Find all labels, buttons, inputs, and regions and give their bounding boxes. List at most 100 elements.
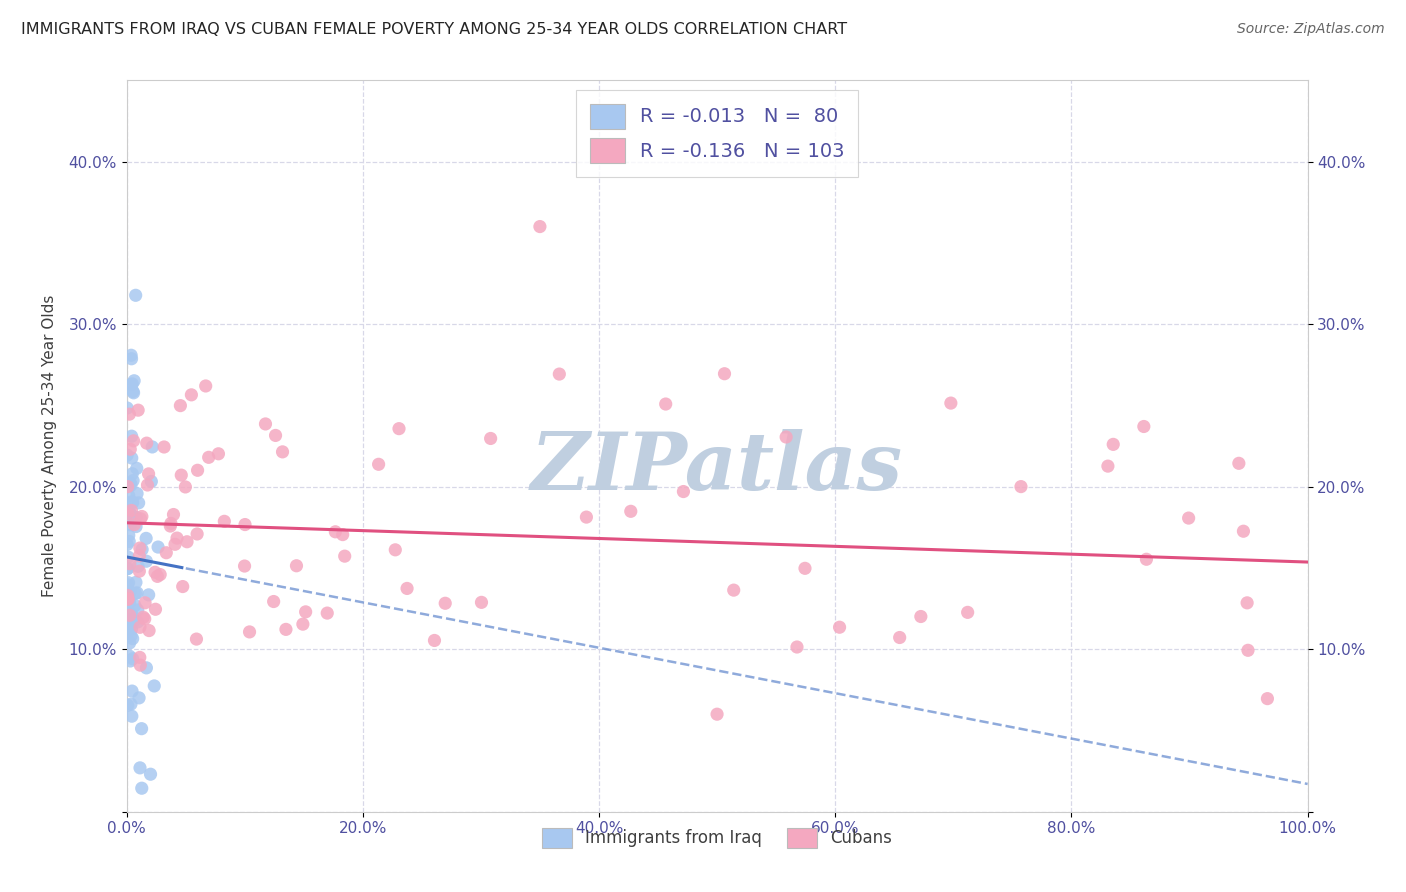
Point: [118, 584, 141, 599]
Point: [124, 517, 146, 532]
Legend: Immigrants from Iraq, Cubans: Immigrants from Iraq, Cubans: [536, 821, 898, 855]
Point: [254, 417, 277, 431]
Point: [194, 379, 217, 393]
Point: [187, 463, 209, 477]
Point: [129, 658, 152, 673]
Point: [134, 612, 156, 626]
Point: [117, 550, 139, 565]
Point: [120, 507, 142, 521]
Point: [939, 396, 962, 410]
Point: [115, 448, 138, 462]
Point: [143, 566, 166, 580]
Point: [138, 624, 160, 638]
Point: [120, 503, 142, 517]
Point: [117, 575, 139, 590]
Point: [129, 761, 152, 775]
Point: [775, 430, 797, 444]
Point: [122, 384, 145, 399]
Point: [271, 445, 294, 459]
Point: [121, 652, 143, 666]
Point: [786, 640, 808, 654]
Point: [135, 661, 157, 675]
Point: [654, 397, 676, 411]
Point: [135, 554, 157, 568]
Point: [197, 450, 219, 465]
Point: [120, 478, 142, 492]
Point: [118, 557, 141, 571]
Point: [117, 562, 139, 576]
Point: [1227, 456, 1250, 470]
Point: [160, 516, 183, 531]
Point: [117, 507, 139, 521]
Point: [529, 219, 551, 234]
Point: [1133, 419, 1156, 434]
Point: [176, 534, 198, 549]
Point: [125, 510, 148, 524]
Point: [115, 588, 138, 602]
Point: [159, 519, 181, 533]
Point: [118, 534, 141, 549]
Point: [121, 351, 143, 366]
Point: [285, 558, 308, 573]
Point: [131, 722, 153, 736]
Point: [132, 610, 155, 624]
Point: [127, 603, 149, 617]
Point: [186, 527, 208, 541]
Point: [120, 476, 142, 491]
Point: [128, 650, 150, 665]
Point: [316, 606, 339, 620]
Point: [146, 569, 169, 583]
Point: [233, 559, 256, 574]
Point: [672, 484, 695, 499]
Point: [434, 596, 457, 610]
Point: [121, 622, 143, 636]
Point: [706, 707, 728, 722]
Point: [135, 436, 157, 450]
Point: [291, 617, 314, 632]
Point: [125, 575, 148, 590]
Point: [117, 509, 139, 524]
Point: [1237, 643, 1260, 657]
Point: [828, 620, 851, 634]
Point: [125, 519, 148, 533]
Point: [153, 440, 176, 454]
Point: [120, 629, 142, 643]
Point: [1010, 480, 1032, 494]
Point: [294, 605, 316, 619]
Point: [115, 537, 138, 551]
Point: [233, 517, 256, 532]
Point: [121, 495, 143, 509]
Point: [121, 607, 143, 622]
Point: [174, 480, 197, 494]
Point: [396, 582, 419, 596]
Point: [121, 451, 143, 466]
Point: [794, 561, 817, 575]
Point: [121, 376, 143, 391]
Point: [333, 549, 356, 563]
Point: [127, 615, 149, 629]
Point: [117, 561, 139, 575]
Point: [325, 524, 347, 539]
Point: [214, 514, 236, 528]
Point: [118, 528, 141, 542]
Point: [889, 631, 911, 645]
Point: [138, 467, 160, 481]
Point: [122, 474, 145, 488]
Point: [122, 385, 145, 400]
Point: [169, 399, 191, 413]
Point: [115, 401, 138, 415]
Point: [162, 508, 184, 522]
Point: [143, 679, 166, 693]
Point: [1097, 459, 1119, 474]
Point: [118, 595, 141, 609]
Point: [117, 592, 139, 607]
Point: [118, 613, 141, 627]
Point: [120, 348, 142, 362]
Point: [180, 388, 202, 402]
Point: [367, 458, 389, 472]
Point: [118, 489, 141, 503]
Point: [423, 633, 446, 648]
Point: [118, 649, 141, 664]
Point: [118, 514, 141, 528]
Point: [117, 480, 139, 494]
